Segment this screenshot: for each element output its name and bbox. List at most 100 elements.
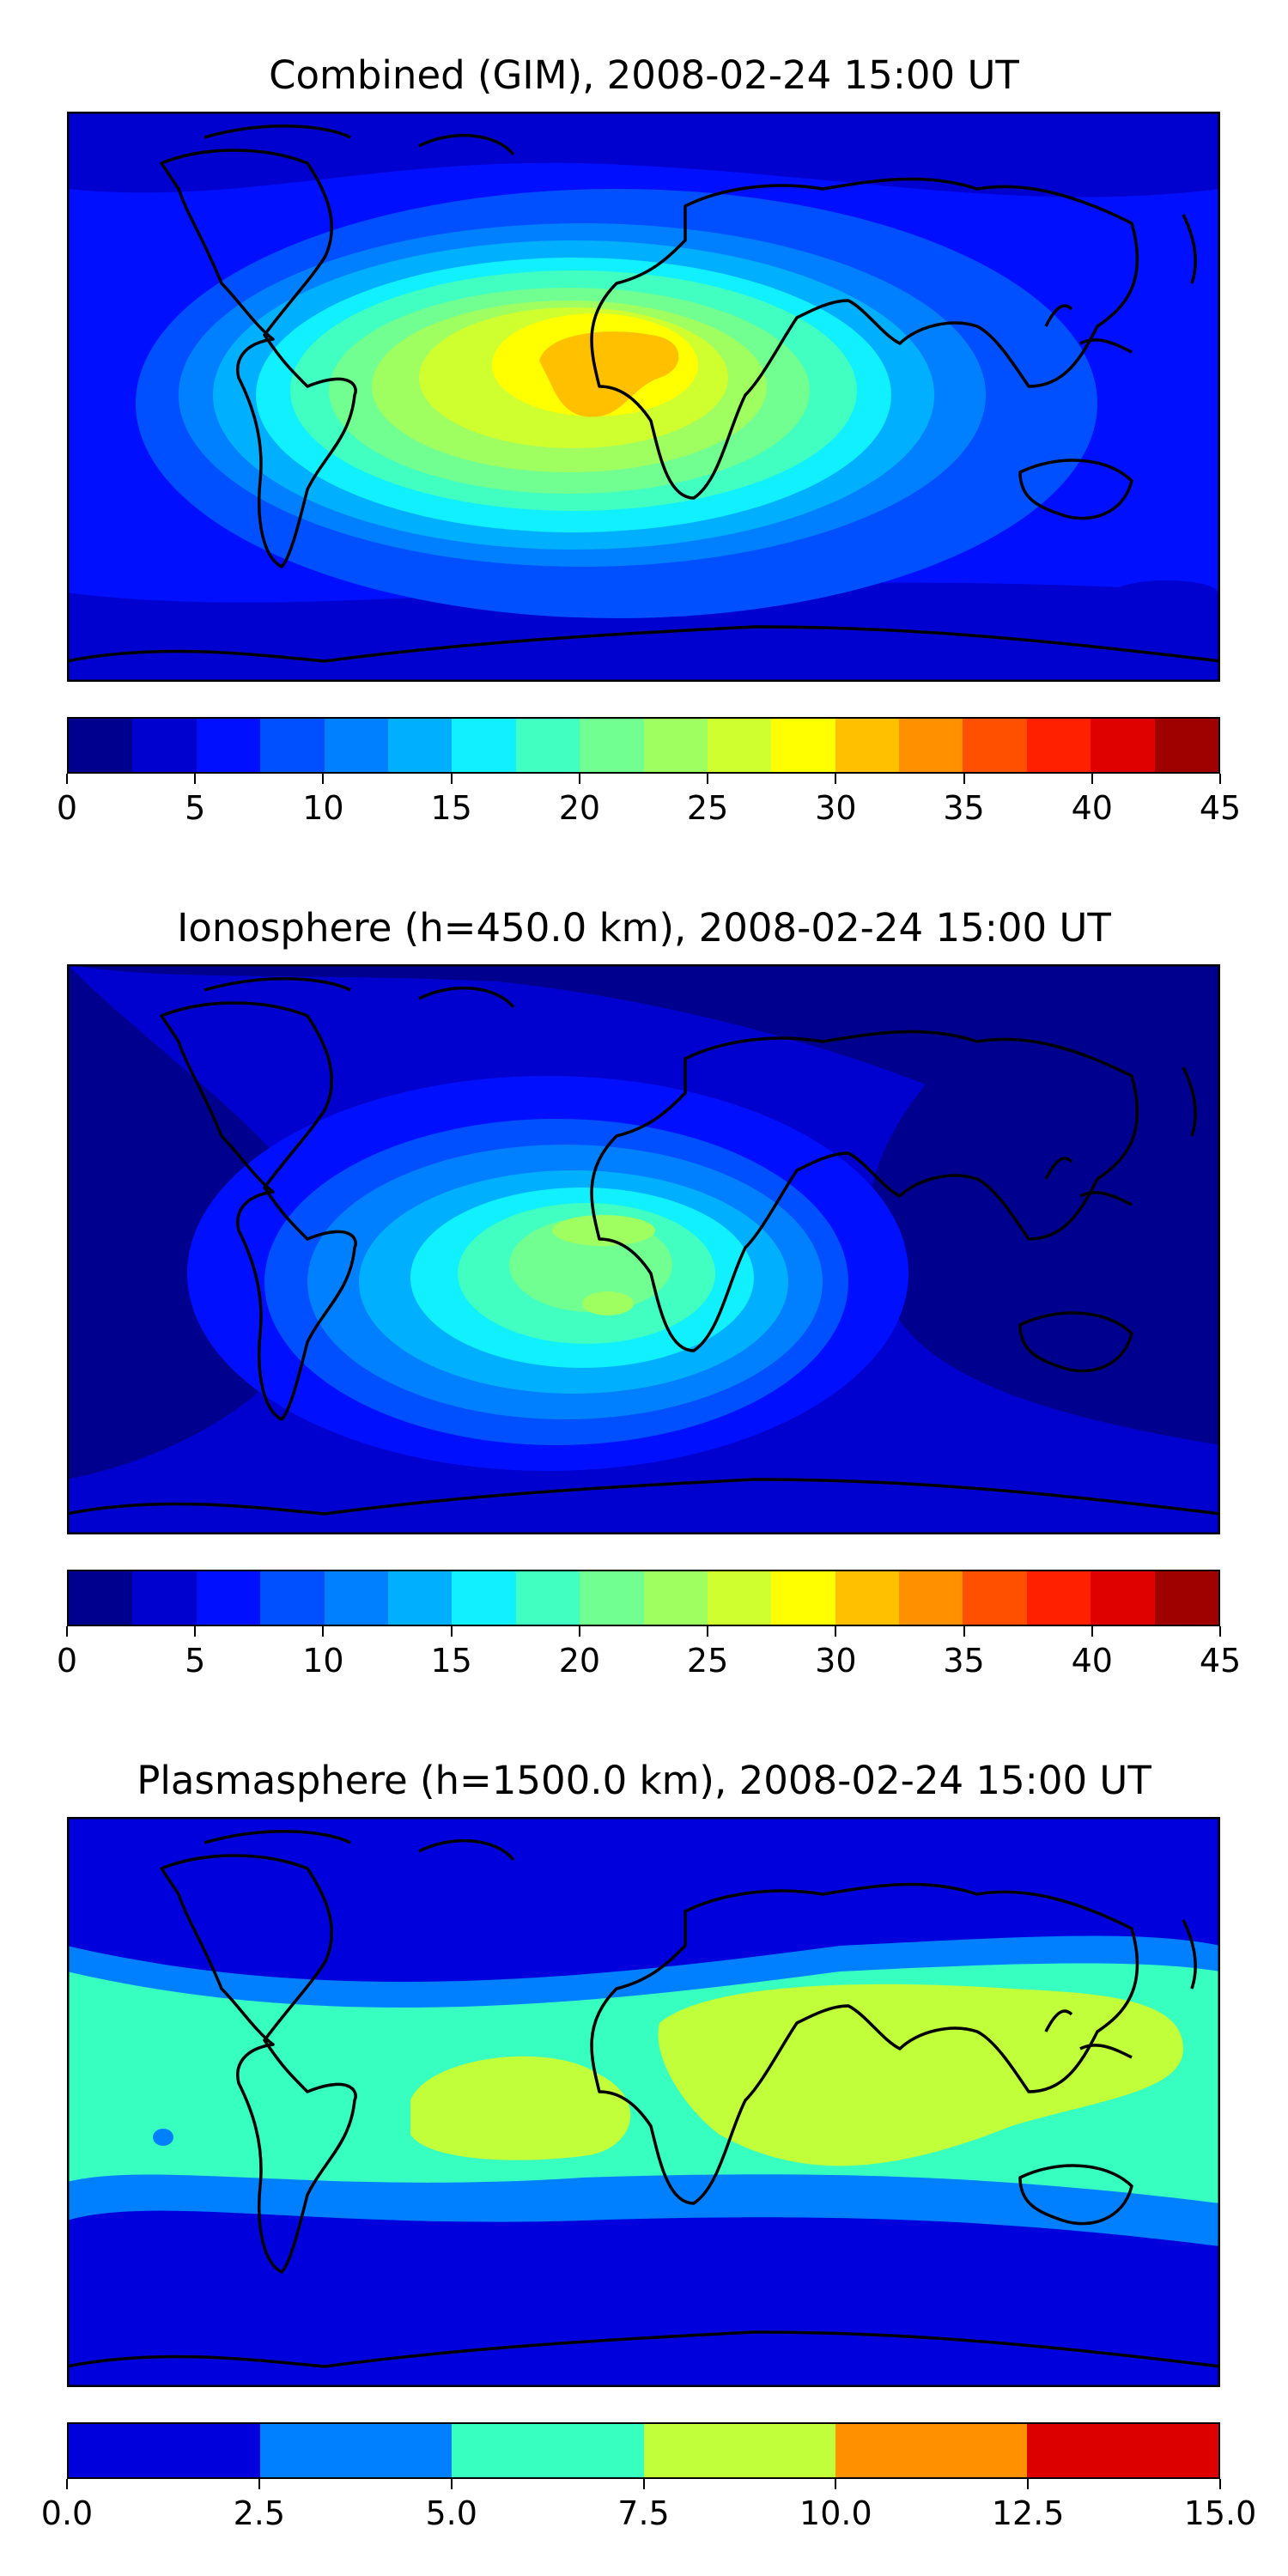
colorbar-bin bbox=[1026, 1571, 1091, 1625]
tick-mark bbox=[707, 774, 709, 784]
chart-title: Ionosphere (h=450.0 km), 2008-02-24 15:0… bbox=[177, 905, 1111, 951]
tick-mark bbox=[450, 1626, 453, 1637]
tick-label: 30 bbox=[815, 789, 857, 827]
colorbar-bin bbox=[260, 719, 325, 772]
colorbar-ticks-combined: 0 5 10 15 20 25 30 35 40 45 bbox=[57, 774, 1241, 834]
colorbar-bin bbox=[515, 1571, 580, 1625]
tick-label: 0 bbox=[56, 1642, 78, 1680]
tick-mark bbox=[642, 2479, 645, 2489]
tick-label: 20 bbox=[558, 789, 601, 827]
colorbar-bin bbox=[835, 1571, 900, 1625]
tick-label: 45 bbox=[1199, 789, 1242, 827]
heatmap-map-plasmasphere bbox=[67, 1817, 1220, 2387]
tick-label: 40 bbox=[1071, 1642, 1113, 1680]
colorbar-bin bbox=[707, 719, 772, 772]
chart-title: Combined (GIM), 2008-02-24 15:00 UT bbox=[269, 52, 1019, 98]
colorbar-bin bbox=[452, 2424, 644, 2477]
tick-mark bbox=[1219, 1626, 1221, 1637]
colorbar-bin bbox=[835, 2424, 1027, 2477]
tick-mark bbox=[66, 1626, 68, 1637]
colorbar-bin bbox=[1091, 1571, 1155, 1625]
colorbar-combined bbox=[67, 717, 1220, 774]
tick-label: 5 bbox=[185, 1642, 206, 1680]
colorbar-bin bbox=[515, 719, 580, 772]
colorbar-bin bbox=[1026, 2424, 1219, 2477]
colorbar-bin bbox=[260, 2424, 453, 2477]
tick-mark bbox=[1091, 1626, 1093, 1637]
colorbar-ionosphere bbox=[67, 1570, 1220, 1626]
colorbar-ticks-ionosphere: 0 5 10 15 20 25 30 35 40 45 bbox=[57, 1626, 1241, 1686]
tick-label: 25 bbox=[686, 1642, 729, 1680]
tick-label: 15.0 bbox=[1183, 2494, 1257, 2532]
tick-mark bbox=[835, 1626, 837, 1637]
colorbar-bin bbox=[643, 719, 708, 772]
tick-label: 10.0 bbox=[799, 2494, 872, 2532]
colorbar-bin bbox=[196, 719, 261, 772]
tick-label: 35 bbox=[943, 789, 985, 827]
tick-label: 5.0 bbox=[425, 2494, 477, 2532]
tick-mark bbox=[835, 2479, 837, 2489]
tick-mark bbox=[578, 1626, 580, 1637]
colorbar-bin bbox=[1026, 719, 1091, 772]
tick-mark bbox=[1027, 2479, 1030, 2489]
colorbar-bin bbox=[260, 1571, 325, 1625]
colorbar-bin bbox=[580, 1571, 644, 1625]
tick-mark bbox=[578, 774, 580, 784]
colorbar-bin bbox=[1154, 1571, 1219, 1625]
tick-label: 40 bbox=[1071, 789, 1113, 827]
chart-title: Plasmasphere (h=1500.0 km), 2008-02-24 1… bbox=[137, 1758, 1151, 1803]
tick-mark bbox=[450, 774, 453, 784]
colorbar-bin bbox=[643, 1571, 708, 1625]
tick-label: 35 bbox=[943, 1642, 985, 1680]
tick-label: 15 bbox=[430, 789, 472, 827]
colorbar-bin bbox=[899, 719, 963, 772]
colorbar-bin bbox=[324, 1571, 388, 1625]
tick-label: 20 bbox=[558, 1642, 601, 1680]
tick-label: 25 bbox=[686, 789, 729, 827]
tick-mark bbox=[835, 774, 837, 784]
colorbar-bin bbox=[1091, 719, 1155, 772]
tick-label: 0 bbox=[56, 789, 78, 827]
tick-mark bbox=[194, 1626, 197, 1637]
heatmap-map-combined bbox=[67, 112, 1220, 682]
tick-label: 10 bbox=[302, 789, 344, 827]
tick-mark bbox=[194, 774, 197, 784]
colorbar-bin bbox=[1154, 719, 1219, 772]
tick-label: 0.0 bbox=[40, 2494, 94, 2532]
colorbar-bin bbox=[132, 719, 197, 772]
colorbar-bin bbox=[387, 719, 453, 772]
colorbar-bin bbox=[324, 719, 388, 772]
colorbar-bin bbox=[899, 1571, 963, 1625]
tick-label: 10 bbox=[302, 1642, 344, 1680]
tick-label: 2.5 bbox=[233, 2494, 286, 2532]
tick-mark bbox=[1219, 774, 1221, 784]
tick-mark bbox=[322, 1626, 325, 1637]
tick-label: 45 bbox=[1199, 1642, 1242, 1680]
tick-label: 12.5 bbox=[991, 2494, 1065, 2532]
tick-mark bbox=[1219, 2479, 1221, 2489]
tick-mark bbox=[66, 2479, 68, 2489]
colorbar-bin bbox=[452, 719, 516, 772]
colorbar-bin bbox=[132, 1571, 197, 1625]
colorbar-bin bbox=[69, 2424, 261, 2477]
colorbar-ticks-plasmasphere: 0.0 2.5 5.0 7.5 10.0 12.5 15.0 bbox=[41, 2479, 1256, 2539]
tick-mark bbox=[258, 2479, 260, 2489]
colorbar-bin bbox=[387, 1571, 453, 1625]
colorbar-bin bbox=[580, 719, 644, 772]
tick-mark bbox=[66, 774, 68, 784]
colorbar-bin bbox=[771, 719, 835, 772]
colorbar-bin bbox=[963, 719, 1027, 772]
colorbar-bin bbox=[963, 1571, 1027, 1625]
tick-mark bbox=[707, 1626, 709, 1637]
colorbar-bin bbox=[835, 719, 900, 772]
colorbar-bin bbox=[452, 1571, 516, 1625]
colorbar-bin bbox=[196, 1571, 261, 1625]
colorbar-bin bbox=[69, 1571, 133, 1625]
colorbar-bin bbox=[69, 719, 133, 772]
tick-label: 7.5 bbox=[617, 2494, 670, 2532]
tick-label: 15 bbox=[430, 1642, 472, 1680]
tick-mark bbox=[963, 1626, 965, 1637]
colorbar-bin bbox=[643, 2424, 835, 2477]
tick-label: 30 bbox=[815, 1642, 857, 1680]
colorbar-bin bbox=[771, 1571, 835, 1625]
